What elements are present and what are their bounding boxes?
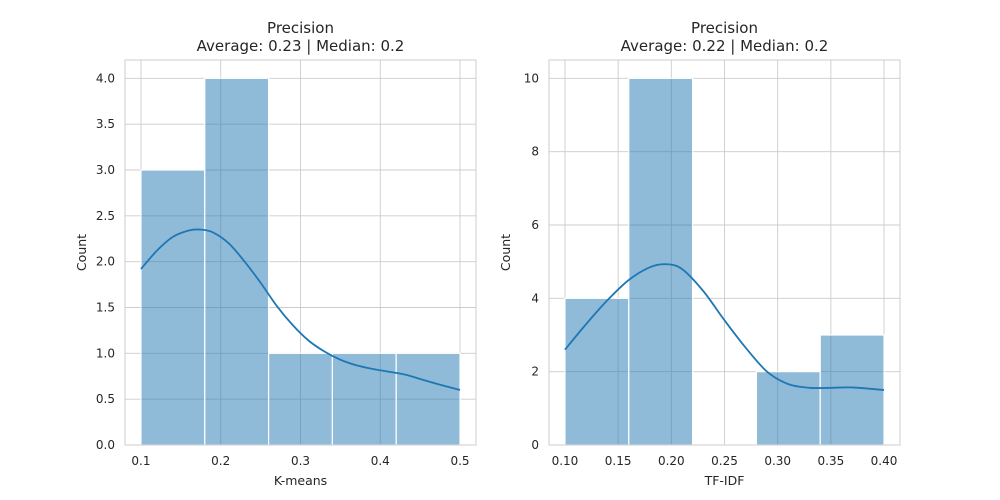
y-tick-label-kmeans: 1.5 — [96, 301, 115, 315]
y-tick-label-kmeans: 3.5 — [96, 117, 115, 131]
kde-curve-tfidf — [564, 263, 885, 391]
x-tick-label-kmeans: 0.5 — [450, 454, 469, 468]
y-tick-label-kmeans: 1.0 — [96, 346, 115, 360]
x-tick-label-tfidf: 0.10 — [552, 454, 579, 468]
y-tick-label-tfidf: 4 — [531, 291, 539, 305]
y-ticks-kmeans: 0.0 0.5 1.0 1.5 2.0 2.5 3.0 3.5 4.0 — [96, 71, 115, 452]
y-tick-label-kmeans: 2.5 — [96, 209, 115, 223]
x-tick-label-kmeans: 0.4 — [371, 454, 390, 468]
y-tick-label-tfidf: 2 — [531, 365, 539, 379]
histogram-bar-tfidf — [628, 77, 694, 446]
x-tick-label-tfidf: 0.15 — [605, 454, 632, 468]
bars-kmeans — [140, 77, 461, 446]
x-tick-label-tfidf: 0.40 — [871, 454, 898, 468]
x-tick-label-tfidf: 0.25 — [711, 454, 738, 468]
y-tick-label-kmeans: 2.0 — [96, 255, 115, 269]
x-tick-label-kmeans: 0.1 — [131, 454, 150, 468]
chart-subtitle-tfidf: Average: 0.22 | Median: 0.2 — [621, 37, 829, 55]
y-tick-label-kmeans: 4.0 — [96, 71, 115, 85]
x-ticks-tfidf: 0.10 0.15 0.20 0.25 0.30 0.35 0.40 — [552, 454, 898, 468]
x-tick-label-tfidf: 0.20 — [658, 454, 685, 468]
chart-tfidf: 0.10 0.15 0.20 0.25 0.30 0.35 0.40 0 2 4 6 8 10 Pre… — [498, 19, 901, 488]
x-axis-label-tfidf: TF-IDF — [704, 473, 745, 488]
x-tick-label-kmeans: 0.2 — [211, 454, 230, 468]
histogram-bar-tfidf — [564, 297, 630, 446]
kde-curve-kmeans — [140, 228, 461, 391]
x-tick-label-tfidf: 0.35 — [818, 454, 845, 468]
histogram-bar-kmeans — [140, 169, 206, 446]
plot-frame-tfidf — [548, 59, 901, 446]
x-axis-label-kmeans: K-means — [274, 473, 327, 488]
chart-subtitle-kmeans: Average: 0.23 | Median: 0.2 — [197, 37, 405, 55]
y-tick-label-kmeans: 3.0 — [96, 163, 115, 177]
histogram-bar-kmeans — [395, 352, 461, 446]
bars-tfidf — [564, 77, 885, 446]
y-tick-label-tfidf: 0 — [531, 438, 539, 452]
x-tick-label-tfidf: 0.30 — [764, 454, 791, 468]
x-tick-label-kmeans: 0.3 — [291, 454, 310, 468]
x-ticks-kmeans: 0.1 0.2 0.3 0.4 0.5 — [131, 454, 469, 468]
histogram-bar-kmeans — [204, 77, 270, 446]
chart-title-kmeans: Precision — [267, 19, 334, 37]
y-axis-label-tfidf: Count — [498, 234, 513, 271]
chart-title-tfidf: Precision — [691, 19, 758, 37]
histogram-bar-kmeans — [267, 352, 334, 446]
y-tick-label-kmeans: 0.0 — [96, 438, 115, 452]
y-tick-label-tfidf: 10 — [524, 71, 539, 85]
histogram-bar-tfidf — [755, 371, 821, 446]
chart-kmeans: 0.1 0.2 0.3 0.4 0.5 0.0 0.5 1.0 1.5 2.0 2.5 3.0 3.5… — [74, 19, 477, 488]
y-tick-label-kmeans: 0.5 — [96, 392, 115, 406]
y-ticks-tfidf: 0 2 4 6 8 10 — [524, 71, 539, 452]
y-tick-label-tfidf: 8 — [531, 145, 539, 159]
y-axis-label-kmeans: Count — [74, 234, 89, 271]
y-tick-label-tfidf: 6 — [531, 218, 539, 232]
plot-frame-kmeans — [124, 59, 477, 446]
